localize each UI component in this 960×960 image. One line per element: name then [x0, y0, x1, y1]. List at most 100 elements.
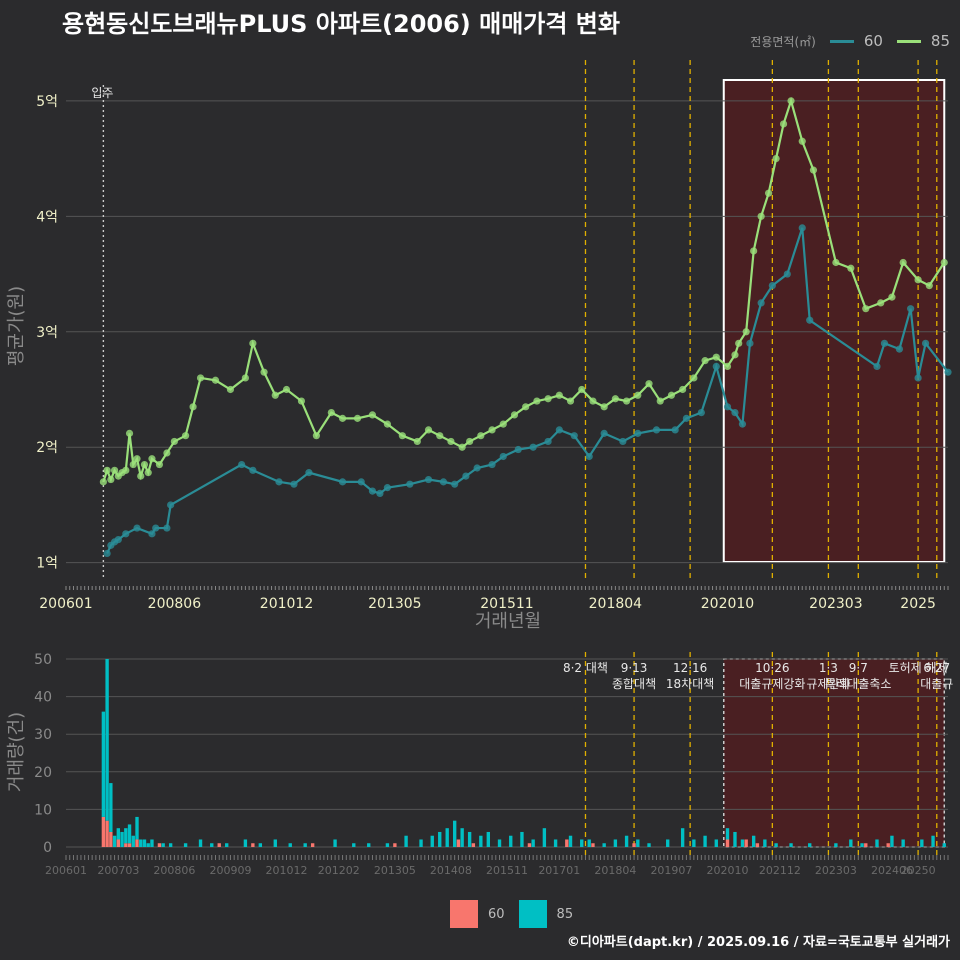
x-tick-label: 201511 [480, 596, 533, 612]
data-point-60 [152, 524, 160, 532]
data-point-85 [757, 212, 765, 220]
data-point-85 [129, 460, 137, 469]
data-point-85 [888, 293, 896, 301]
data-point-60 [671, 426, 679, 434]
y-tick-label: 1억 [36, 556, 58, 572]
data-point-85 [458, 443, 466, 451]
move-in-label: 입주 [91, 86, 113, 100]
volume-bar-85 [452, 820, 457, 847]
volume-x-tick-label: 202406 [871, 864, 913, 877]
volume-bar-85 [647, 843, 651, 847]
data-point-60 [103, 549, 111, 558]
data-point-85 [133, 455, 141, 463]
volume-bar-60 [116, 839, 121, 847]
volume-bar-85 [112, 835, 117, 847]
data-point-85 [600, 403, 608, 411]
volume-bar-85 [445, 828, 449, 847]
data-point-85 [772, 154, 780, 163]
volume-bar-85 [139, 839, 143, 847]
volume-bar-85 [509, 835, 513, 847]
volume-bar-85 [890, 835, 894, 847]
data-point-85 [338, 414, 347, 422]
data-point-60 [880, 339, 889, 347]
data-point-60 [712, 362, 720, 371]
chart-title: 용현동신도브래뉴PLUS 아파트(2006) 매매가격 변화 [62, 10, 620, 38]
volume-x-tick-label: 201408 [430, 864, 472, 877]
volume-bar-85 [666, 839, 670, 847]
data-point-85 [163, 449, 171, 457]
legend-label-85: 85 [930, 32, 950, 50]
data-point-85 [353, 414, 362, 422]
data-point-60 [544, 437, 552, 446]
data-point-60 [305, 469, 313, 477]
data-point-85 [260, 368, 268, 376]
data-point-60 [806, 316, 814, 324]
volume-bar-60 [157, 843, 162, 847]
data-point-85 [181, 432, 190, 440]
data-point-85 [144, 469, 152, 477]
volume-x-tick-label: 201804 [594, 864, 636, 877]
volume-bar-60 [101, 816, 106, 847]
x-axis-title: 거래년월 [475, 611, 541, 632]
volume-bar-85 [150, 839, 154, 847]
data-point-60 [634, 429, 642, 437]
data-point-60 [133, 524, 141, 532]
volume-bar-85 [613, 839, 618, 847]
policy-label: 종합대책 [612, 676, 656, 691]
data-point-85 [656, 397, 664, 405]
volume-x-tick-label: 201305 [374, 864, 416, 877]
volume-bar-85 [101, 711, 106, 817]
volume-bar-85 [243, 839, 248, 847]
volume-bar-85 [703, 835, 707, 847]
volume-bar-85 [751, 835, 756, 847]
volume-bar-60 [471, 843, 476, 847]
volume-bar-85 [486, 831, 490, 847]
data-point-60 [529, 443, 537, 451]
data-point-60 [944, 368, 952, 376]
volume-bar-60 [393, 843, 397, 847]
volume-bar-85 [258, 843, 263, 847]
data-point-85 [122, 466, 130, 474]
data-point-85 [522, 403, 530, 411]
volume-bar-85 [553, 839, 558, 847]
data-point-85 [555, 391, 563, 399]
data-point-85 [862, 305, 870, 313]
data-point-85 [578, 385, 586, 394]
volume-bar-85 [352, 843, 356, 847]
volume-bar-60 [527, 843, 532, 847]
data-point-85 [170, 437, 178, 446]
data-point-85 [690, 374, 698, 382]
volume-bar-85 [931, 835, 935, 847]
data-point-60 [921, 339, 930, 347]
data-point-85 [110, 466, 119, 474]
data-point-60 [873, 362, 881, 371]
volume-bar-85 [497, 839, 502, 847]
volume-y-tick-label: 40 [34, 690, 52, 706]
x-tick-label: 201012 [260, 596, 313, 612]
volume-x-tick-label: 201202 [318, 864, 360, 877]
data-point-85 [447, 437, 455, 446]
policy-label: 6·27 [923, 661, 950, 675]
data-point-60 [167, 501, 175, 509]
volume-bar-85 [120, 831, 124, 847]
volume-bar-85 [168, 843, 173, 847]
volume-bar-85 [774, 843, 778, 847]
data-point-60 [514, 445, 522, 454]
data-point-85 [589, 397, 597, 405]
volume-bar-85 [124, 828, 128, 844]
volume-bar-60 [591, 843, 595, 847]
data-point-85 [241, 374, 249, 382]
volume-bar-60 [456, 839, 461, 847]
volume-legend: 60 85 [450, 900, 587, 928]
data-point-60 [383, 484, 392, 492]
data-point-60 [895, 345, 904, 353]
volume-bar-85 [146, 843, 150, 847]
data-point-85 [899, 258, 907, 267]
data-point-85 [566, 397, 575, 405]
volume-bar-85 [367, 843, 371, 847]
data-point-85 [750, 247, 758, 255]
data-point-85 [436, 432, 444, 440]
y-axis-title: 평균가(원) [6, 286, 27, 366]
data-point-60 [600, 429, 608, 437]
